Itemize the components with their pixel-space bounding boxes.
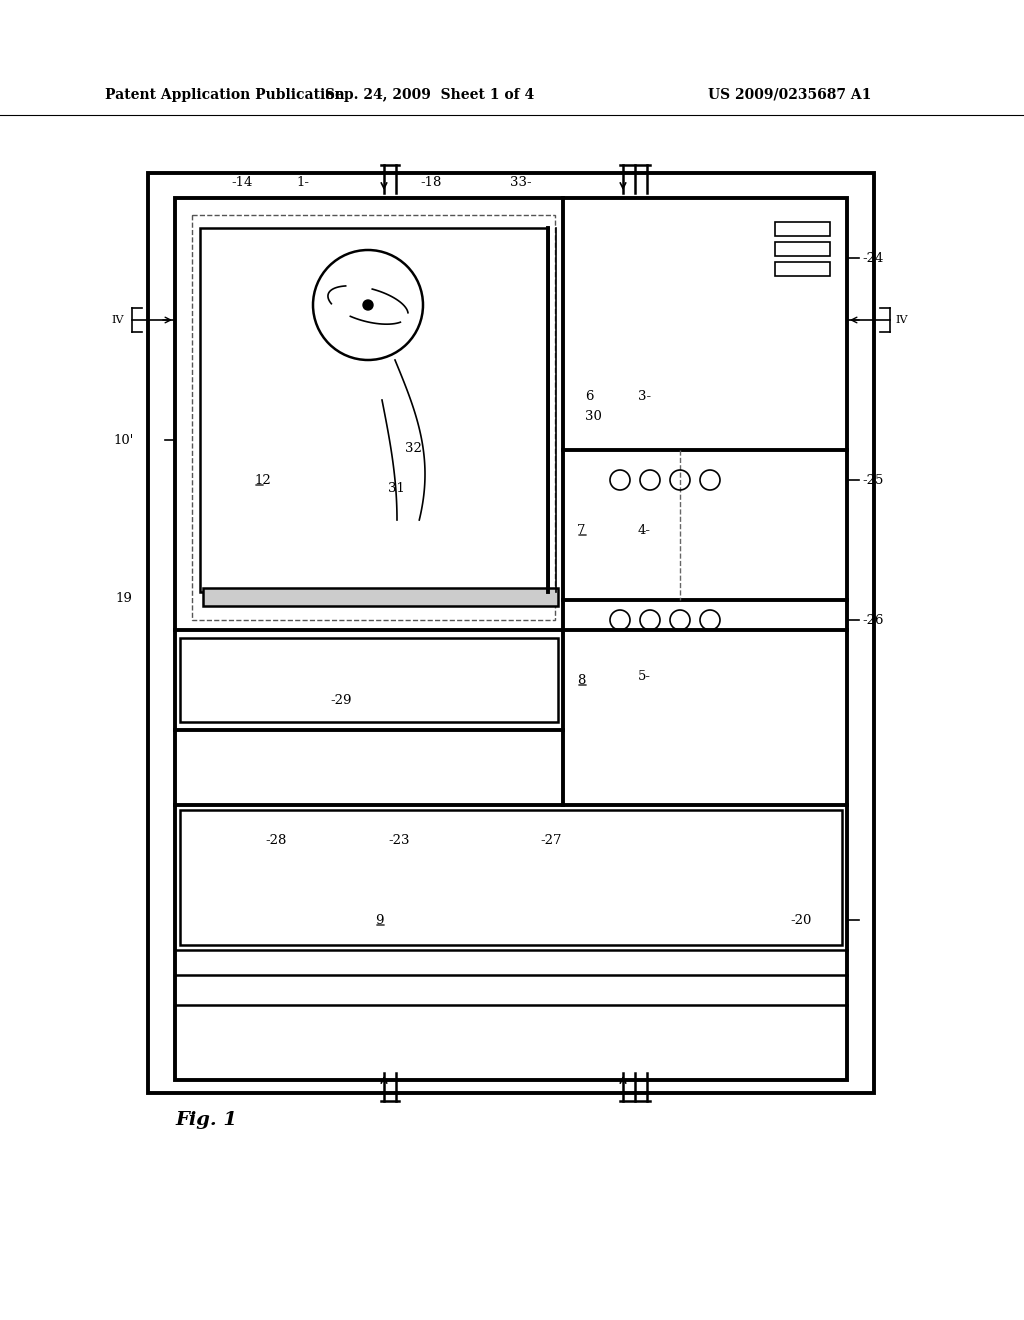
Circle shape (362, 300, 373, 310)
Text: 19: 19 (115, 591, 132, 605)
Bar (775, 242, 830, 256)
Text: 1-: 1- (296, 177, 309, 190)
Text: -27: -27 (540, 833, 561, 846)
Text: 10': 10' (114, 433, 134, 446)
Text: Sep. 24, 2009  Sheet 1 of 4: Sep. 24, 2009 Sheet 1 of 4 (326, 88, 535, 102)
Text: IV: IV (896, 315, 908, 325)
Text: -20: -20 (790, 913, 811, 927)
Bar (775, 261, 830, 276)
Text: -26: -26 (862, 614, 884, 627)
Bar (775, 222, 830, 236)
Text: -14: -14 (231, 177, 252, 190)
Text: 12: 12 (254, 474, 270, 487)
Text: -29: -29 (330, 693, 351, 706)
Text: IV: IV (112, 315, 124, 325)
Bar (148, 173, 874, 1093)
Text: -25: -25 (862, 474, 884, 487)
Text: 5-: 5- (638, 669, 651, 682)
Bar (193, 215, 555, 620)
Text: 8: 8 (577, 673, 586, 686)
Text: -23: -23 (388, 833, 410, 846)
Bar (180, 810, 842, 945)
Text: 6: 6 (585, 389, 594, 403)
Bar (175, 198, 847, 1080)
Text: 3-: 3- (638, 389, 651, 403)
Text: Fig. 1: Fig. 1 (175, 1111, 237, 1129)
Text: 9: 9 (375, 913, 384, 927)
Bar (200, 228, 548, 591)
Text: 33-: 33- (510, 177, 531, 190)
Text: 7: 7 (577, 524, 586, 536)
Text: 30: 30 (585, 409, 602, 422)
Text: -18: -18 (420, 177, 441, 190)
Text: 31: 31 (388, 482, 404, 495)
Bar (180, 638, 558, 722)
Text: US 2009/0235687 A1: US 2009/0235687 A1 (709, 88, 871, 102)
Text: -28: -28 (265, 833, 287, 846)
Bar (203, 587, 558, 606)
Text: -24: -24 (862, 252, 884, 264)
Text: 32: 32 (406, 441, 422, 454)
Text: Patent Application Publication: Patent Application Publication (105, 88, 345, 102)
Text: 4-: 4- (638, 524, 651, 536)
